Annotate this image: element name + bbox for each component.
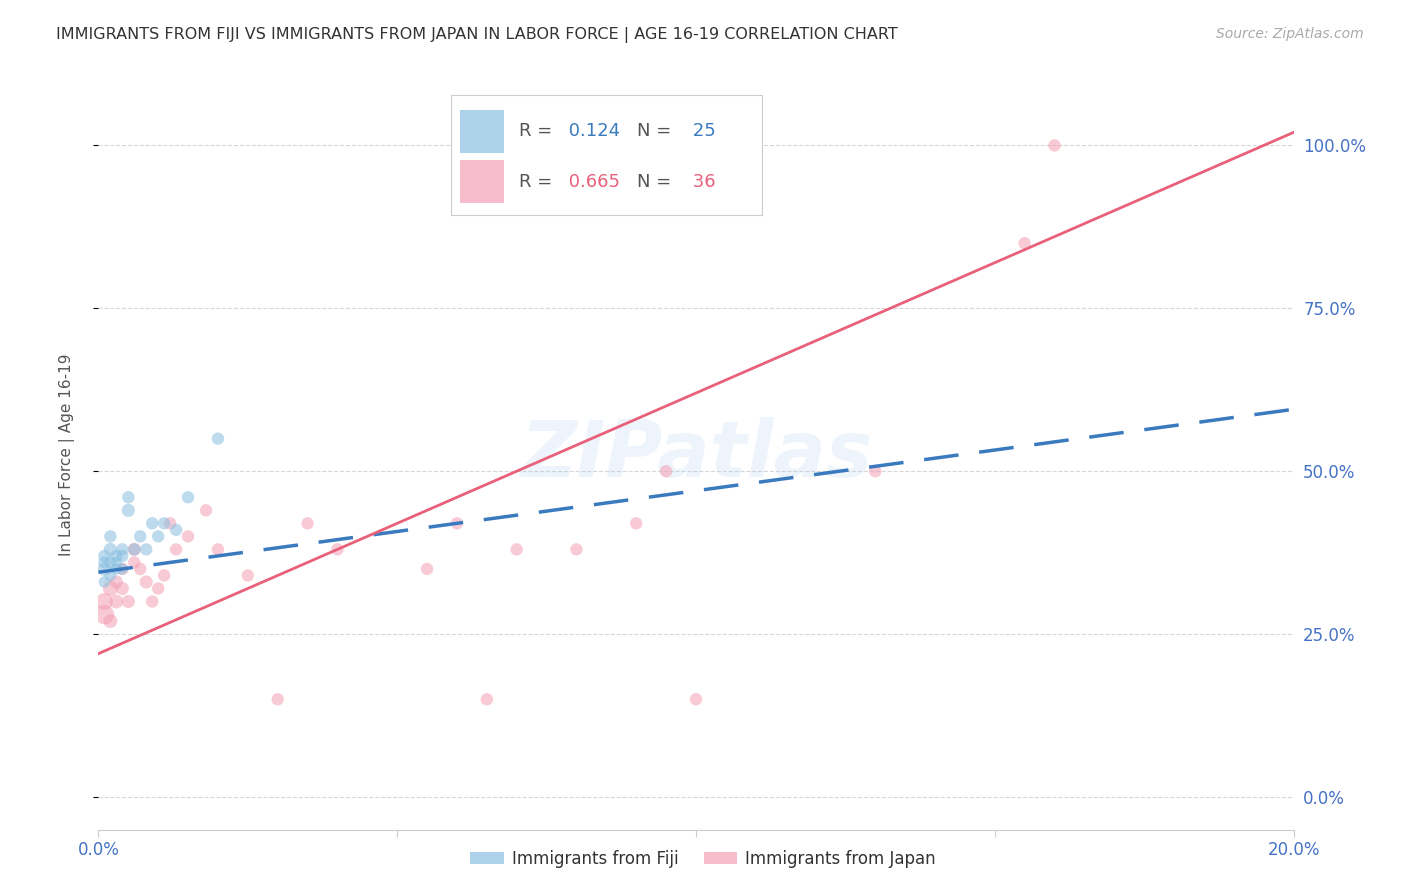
Point <box>124 542 146 557</box>
Point <box>565 542 588 557</box>
Point <box>297 516 319 531</box>
Point <box>111 549 134 563</box>
Point <box>236 568 259 582</box>
Point <box>165 542 187 557</box>
Legend: Immigrants from Fiji, Immigrants from Japan: Immigrants from Fiji, Immigrants from Ja… <box>464 844 942 875</box>
Point <box>105 549 128 563</box>
Point <box>655 464 678 478</box>
Text: Source: ZipAtlas.com: Source: ZipAtlas.com <box>1216 27 1364 41</box>
Point <box>93 562 115 576</box>
Point <box>117 594 139 608</box>
Text: ZIPatlas: ZIPatlas <box>520 417 872 493</box>
Point <box>148 529 170 543</box>
Point <box>416 562 439 576</box>
Point <box>153 568 176 582</box>
Point <box>93 556 115 570</box>
Point <box>446 516 468 531</box>
Point <box>159 516 181 531</box>
Point <box>124 556 146 570</box>
Point <box>98 582 122 596</box>
Point <box>105 594 128 608</box>
Point <box>93 607 115 622</box>
Point <box>98 556 122 570</box>
Point <box>129 529 152 543</box>
Point <box>626 516 648 531</box>
Point <box>1043 138 1066 153</box>
Point <box>141 516 163 531</box>
Point <box>93 574 115 589</box>
Point <box>153 516 176 531</box>
Point <box>195 503 218 517</box>
Point <box>685 692 707 706</box>
Point <box>129 562 152 576</box>
Point <box>267 692 290 706</box>
Point <box>111 562 134 576</box>
Point <box>117 503 139 517</box>
Point <box>1014 236 1036 251</box>
Point <box>165 523 187 537</box>
Point <box>93 594 115 608</box>
Point <box>865 464 887 478</box>
Point <box>475 692 498 706</box>
Point <box>506 542 529 557</box>
Point <box>98 542 122 557</box>
Point <box>111 562 134 576</box>
Y-axis label: In Labor Force | Age 16-19: In Labor Force | Age 16-19 <box>59 353 75 557</box>
Point <box>98 614 122 628</box>
Point <box>177 529 200 543</box>
Point <box>135 542 157 557</box>
Point <box>98 568 122 582</box>
Point <box>98 529 122 543</box>
Point <box>124 542 146 557</box>
Text: IMMIGRANTS FROM FIJI VS IMMIGRANTS FROM JAPAN IN LABOR FORCE | AGE 16-19 CORRELA: IMMIGRANTS FROM FIJI VS IMMIGRANTS FROM … <box>56 27 898 43</box>
Point <box>105 574 128 589</box>
Point <box>148 582 170 596</box>
Point <box>93 549 115 563</box>
Point <box>207 432 229 446</box>
Point <box>141 594 163 608</box>
Point <box>177 490 200 504</box>
Point <box>207 542 229 557</box>
Point <box>111 582 134 596</box>
Point <box>117 490 139 504</box>
Point <box>105 562 128 576</box>
Point <box>326 542 349 557</box>
Point <box>111 542 134 557</box>
Point <box>105 556 128 570</box>
Point <box>135 574 157 589</box>
